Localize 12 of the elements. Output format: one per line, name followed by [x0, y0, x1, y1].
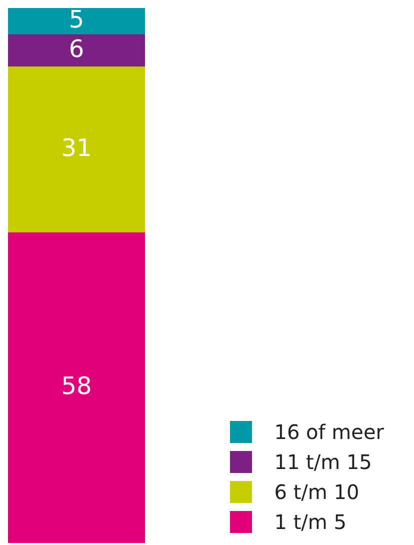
bar	[8, 34, 145, 68]
bar	[8, 8, 145, 36]
data-label: 58	[61, 372, 92, 400]
legend-label: 16 of meer	[274, 420, 384, 444]
data-label: 31	[61, 134, 92, 162]
data-label: 5	[68, 6, 84, 34]
legend-label: 1 t/m 5	[274, 510, 346, 534]
data-label: 6	[68, 35, 84, 64]
bar	[8, 66, 145, 234]
legend-label: 6 t/m 10	[274, 480, 360, 504]
legend-label: 11 t/m 15	[274, 450, 372, 474]
bar	[8, 232, 145, 543]
